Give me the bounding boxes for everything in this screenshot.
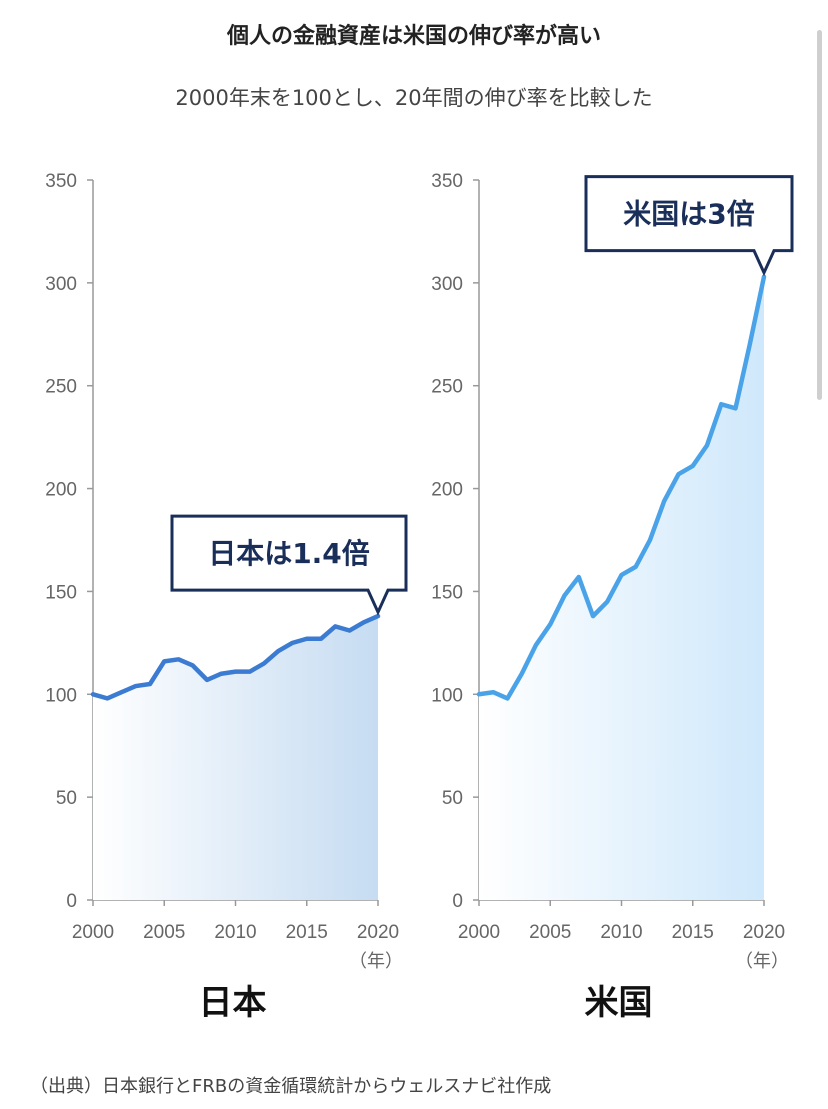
series-line <box>90 613 381 701</box>
x-tick-label: 2020 <box>357 922 399 943</box>
y-tick-label: 100 <box>431 685 463 706</box>
panel-name-label: 米国 <box>585 983 653 1023</box>
chart-subtitle: 2000年末を100とし、20年間の伸び率を比較した <box>175 86 653 110</box>
callout-label: 米国は3倍 <box>623 198 754 231</box>
x-tick-label: 2015 <box>672 922 714 943</box>
series-area <box>479 276 764 901</box>
x-tick-label: 2015 <box>286 922 328 943</box>
y-tick-label: 100 <box>45 685 77 706</box>
x-unit-label: （年） <box>349 951 403 972</box>
chart-title: 個人の金融資産は米国の伸び率が高い <box>226 24 601 49</box>
y-tick-label: 200 <box>431 480 463 501</box>
callout-label: 日本は1.4倍 <box>208 537 370 570</box>
chart-panel-1: 0 50 100 150 200 250 300 350 2000 2005 2010 2015 202… <box>431 171 794 1023</box>
chart-panel-0: 0 50 100 150 200 250 300 350 2000 2005 2010 2015 202… <box>45 171 408 1023</box>
callout-box <box>170 514 408 616</box>
y-tick-label: 350 <box>45 171 77 192</box>
x-tick-label: 2010 <box>214 922 256 943</box>
x-tick-label: 2000 <box>458 922 500 943</box>
y-tick-label: 250 <box>45 377 77 398</box>
y-tick-label: 150 <box>431 582 463 603</box>
callout-box <box>584 175 794 277</box>
x-tick-label: 2005 <box>143 922 185 943</box>
x-tick-label: 2010 <box>600 922 642 943</box>
y-tick-label: 50 <box>442 788 463 809</box>
x-tick-label: 2005 <box>529 922 571 943</box>
y-tick-label: 200 <box>45 480 77 501</box>
source-note: （出典）日本銀行とFRBの資金循環統計からウェルスナビ社作成 <box>30 1076 552 1097</box>
x-unit-label: （年） <box>735 951 789 972</box>
y-tick-label: 50 <box>56 788 77 809</box>
scrollbar[interactable] <box>817 30 822 400</box>
x-tick-label: 2020 <box>743 922 785 943</box>
y-tick-label: 0 <box>66 891 77 912</box>
y-tick-label: 300 <box>45 274 77 295</box>
series-area <box>93 616 378 900</box>
y-tick-label: 0 <box>452 891 463 912</box>
y-tick-label: 250 <box>431 377 463 398</box>
x-tick-label: 2000 <box>72 922 114 943</box>
series-line <box>476 274 767 701</box>
y-tick-label: 300 <box>431 274 463 295</box>
y-tick-label: 150 <box>45 582 77 603</box>
y-tick-label: 350 <box>431 171 463 192</box>
panel-name-label: 日本 <box>199 983 267 1023</box>
